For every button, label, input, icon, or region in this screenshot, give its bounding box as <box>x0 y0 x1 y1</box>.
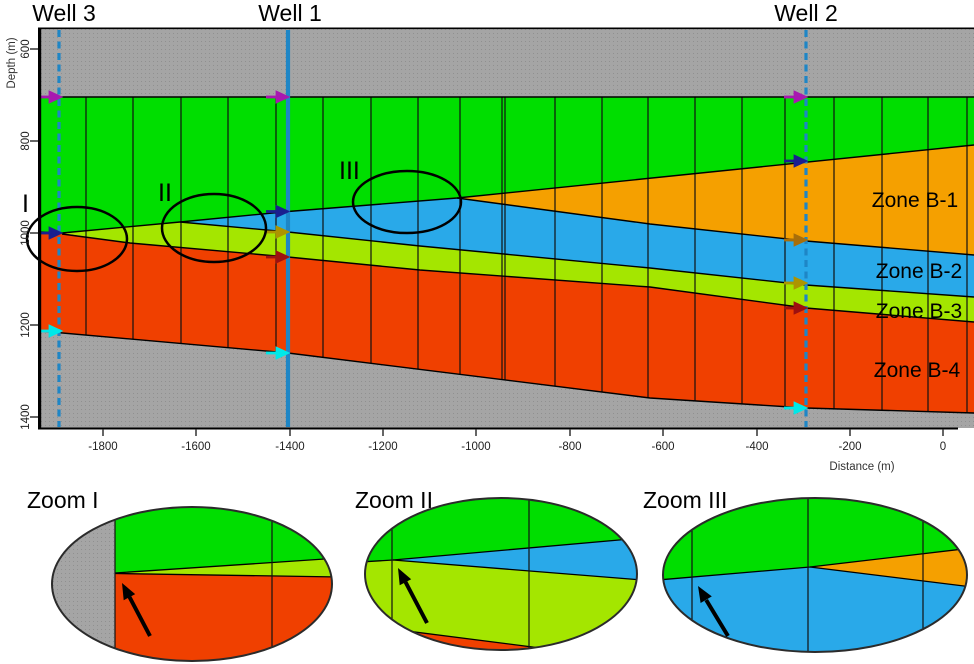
depth-tick-label: 600 <box>20 39 32 58</box>
zone-b2-polygon <box>180 198 974 297</box>
distance-tick-label: -1800 <box>88 441 117 453</box>
main-panel: I II III Zone B-1 Zone B-2 Zone B-3 Zone… <box>6 0 974 473</box>
distance-tick-label: -1600 <box>181 441 210 453</box>
inset-zoom-3-content <box>663 498 967 652</box>
distance-tick-label: -400 <box>745 441 768 453</box>
zone-b1-label: Zone B-1 <box>872 189 958 212</box>
distance-tick-label: -1400 <box>275 441 304 453</box>
distance-tickmarks <box>102 429 944 436</box>
annotation-label-2: II <box>158 179 172 207</box>
depth-axis: 600 800 1000 1200 1400 Depth (m) <box>6 37 38 430</box>
depth-tick-label: 800 <box>20 131 32 150</box>
plot-left-border <box>38 28 42 429</box>
well-2-label: Well 2 <box>774 0 838 26</box>
annotation-label-1: I <box>22 190 29 218</box>
inset-zoom-1: Zoom I <box>27 487 333 662</box>
marker-arrow-b2base-well2 <box>784 276 809 290</box>
distance-tick-label: -200 <box>838 441 861 453</box>
inset-zoom-3-ellipse <box>662 497 968 653</box>
distance-tick-label: -800 <box>558 441 581 453</box>
basement-gray-wedge <box>40 331 974 428</box>
horizon-base-of-b2 <box>179 221 974 298</box>
well-marker-arrows <box>40 90 809 415</box>
marker-arrow-b4base-well1 <box>266 346 291 360</box>
marker-arrow-greenbase-well2 <box>784 154 809 168</box>
horizon-base-of-b4 <box>39 330 974 414</box>
annotation-label-3: III <box>339 157 360 185</box>
distance-tick-label: -1200 <box>368 441 397 453</box>
distance-tick-label: -600 <box>651 441 674 453</box>
marker-arrow-b3base-well2 <box>784 301 809 315</box>
depth-tick-label: 1400 <box>20 404 32 430</box>
overburden-gray-band <box>40 28 974 97</box>
inset-zoom-3-label: Zoom III <box>643 487 727 513</box>
marker-arrow-top-well3 <box>40 90 64 104</box>
plot-bottom-axis-line <box>38 427 958 430</box>
inset-zoom-1-label: Zoom I <box>27 487 99 513</box>
inset-zoom-3: Zoom III <box>643 487 968 653</box>
marker-arrow-top-well2 <box>784 90 809 104</box>
annotation-ellipse-3 <box>351 169 463 235</box>
marker-arrow-top-well1 <box>266 90 291 104</box>
marker-arrow-b3base-well1 <box>266 250 291 264</box>
zone-b4-label: Zone B-4 <box>874 359 961 382</box>
well-3-label: Well 3 <box>32 0 96 26</box>
plot-top-border <box>38 27 974 30</box>
zone-b2-label: Zone B-2 <box>876 260 962 283</box>
zone-b3-label: Zone B-3 <box>876 300 962 323</box>
zone-b4-polygon <box>40 232 974 413</box>
inset-zoom-2-ellipse <box>364 497 638 651</box>
upper-green-zone <box>40 97 974 233</box>
horizon-base-of-b1 <box>456 197 974 256</box>
marker-arrow-greenbase-well1 <box>266 204 291 219</box>
depth-tick-label: 1200 <box>20 312 32 338</box>
inset-zoom-1-content <box>52 507 332 661</box>
marker-arrow-greenbase-well3 <box>40 226 64 240</box>
inset-zoom-1-arrow <box>122 583 152 637</box>
annotation-ellipse-1 <box>25 205 129 273</box>
marker-arrow-b1base-well2 <box>784 233 809 247</box>
zone-b1-polygon <box>457 145 974 255</box>
distance-tick-label: 0 <box>940 441 946 453</box>
well-1-label: Well 1 <box>258 0 322 26</box>
annotation-ellipse-2 <box>160 192 268 264</box>
inset-zoom-3-arrow <box>698 586 730 638</box>
distance-axis-title: Distance (m) <box>829 461 894 473</box>
distance-tick-label: -1000 <box>461 441 490 453</box>
depth-tick-label: 1000 <box>20 220 32 246</box>
marker-arrow-b4base-well2 <box>784 401 809 415</box>
inset-zoom-1-ellipse <box>51 506 333 662</box>
inset-zoom-2: Zoom II <box>355 487 638 651</box>
depth-axis-title: Depth (m) <box>6 37 18 88</box>
marker-arrow-b2base-well1 <box>266 225 291 239</box>
depth-tickmarks <box>30 48 38 418</box>
marker-arrow-b4base-well3 <box>40 324 64 338</box>
inset-zoom-2-arrow <box>398 568 429 624</box>
inset-zoom-2-label: Zoom II <box>355 487 433 513</box>
horizon-lines <box>39 96 974 414</box>
distance-axis: -1800 -1600 -1400 -1200 -1000 -800 -600 … <box>88 429 946 473</box>
